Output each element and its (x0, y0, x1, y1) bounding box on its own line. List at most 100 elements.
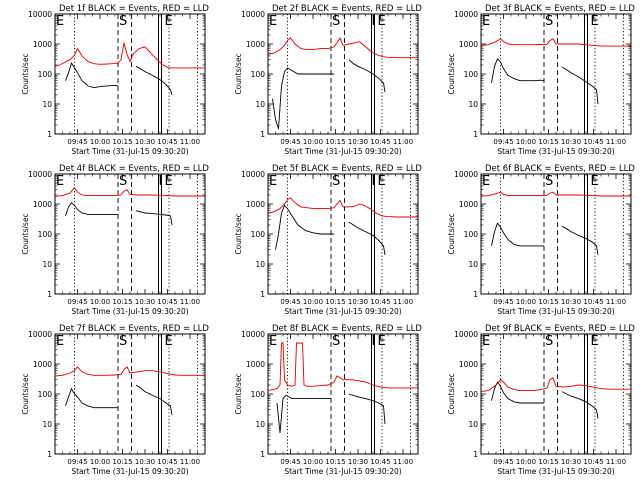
x-tick-label: 09:45 (493, 458, 513, 466)
panel-title: Det 7f BLACK = Events, RED = LLD (59, 324, 209, 334)
x-axis-label: Start Time (31-Jul-15 09:30:20) (71, 147, 188, 156)
y-tick-label: 10000 (454, 170, 478, 179)
y-tick-label: 10000 (28, 330, 52, 339)
x-tick-label: 09:45 (280, 138, 300, 146)
series-events-line (65, 202, 173, 226)
marker-label-s: S (545, 174, 553, 189)
axes-frame (480, 173, 632, 295)
series-events-line (491, 222, 599, 256)
series-lld-line (481, 191, 631, 197)
x-tick-label: 10:00 (516, 298, 536, 306)
marker-label-exit: E (165, 174, 173, 189)
panel-title: Det 8f BLACK = Events, RED = LLD (272, 324, 422, 334)
x-tick-label: 10:00 (90, 138, 110, 146)
series-lld-line (55, 366, 205, 377)
y-tick-label: 1 (473, 130, 478, 139)
y-tick-label: 1000 (459, 200, 478, 209)
marker-label-s: S (119, 174, 127, 189)
marker-label-entry: E (56, 334, 64, 349)
x-tick-label: 11:00 (393, 138, 413, 146)
x-tick-label: 10:15 (325, 298, 345, 306)
y-tick-label: 100 (38, 70, 53, 79)
x-tick-label: 11:00 (180, 138, 200, 146)
marker-label-entry: E (269, 14, 277, 29)
y-tick-label: 100 (251, 70, 266, 79)
x-tick-label: 11:00 (606, 298, 626, 306)
series-lld-line (55, 186, 205, 197)
x-tick-label: 11:00 (606, 138, 626, 146)
y-tick-label: 10000 (454, 10, 478, 19)
y-tick-label: 10000 (454, 330, 478, 339)
x-tick-label: 10:30 (561, 298, 581, 306)
marker-label-i: I (372, 174, 376, 189)
y-tick-label: 10000 (241, 170, 265, 179)
series-events-line (491, 381, 599, 419)
y-axis-label: Counts/sec (234, 373, 243, 414)
series-lld-line (268, 197, 418, 218)
y-tick-label: 100 (251, 230, 266, 239)
series-lld-line (481, 38, 631, 47)
y-axis-label: Counts/sec (447, 213, 456, 254)
x-tick-label: 09:45 (67, 298, 87, 306)
marker-label-entry: E (482, 174, 490, 189)
panel-det-6: Det 6f BLACK = Events, RED = LLD 1 10 100 10… (447, 164, 635, 316)
x-tick-label: 10:45 (583, 458, 603, 466)
y-axis-label: Counts/sec (21, 213, 30, 254)
marker-label-s: S (332, 174, 340, 189)
y-tick-label: 1000 (33, 360, 52, 369)
x-tick-label: 09:45 (493, 138, 513, 146)
x-tick-label: 10:15 (325, 458, 345, 466)
panel-title: Det 5f BLACK = Events, RED = LLD (272, 164, 422, 174)
panel-title: Det 6f BLACK = Events, RED = LLD (485, 164, 635, 174)
y-tick-label: 1 (473, 290, 478, 299)
panel-title: Det 1f BLACK = Events, RED = LLD (59, 4, 209, 14)
marker-label-entry: E (482, 14, 490, 29)
marker-label-i: E (591, 174, 599, 189)
x-tick-label: 10:00 (516, 458, 536, 466)
y-axis-label: Counts/sec (234, 213, 243, 254)
marker-label-exit: E (378, 174, 386, 189)
axes-frame (480, 13, 632, 135)
y-tick-label: 10 (255, 420, 265, 429)
x-tick-label: 10:45 (370, 298, 390, 306)
y-tick-label: 10 (42, 420, 52, 429)
y-tick-label: 100 (38, 230, 53, 239)
panel-title: Det 4f BLACK = Events, RED = LLD (59, 164, 209, 174)
x-tick-label: 11:00 (393, 298, 413, 306)
x-tick-label: 10:00 (303, 458, 323, 466)
y-tick-label: 10 (468, 260, 478, 269)
x-axis-label: Start Time (31-Jul-15 09:30:20) (284, 467, 401, 476)
marker-label-entry: E (269, 334, 277, 349)
panel-det-7: Det 7f BLACK = Events, RED = LLD 1 10 100 10… (21, 324, 209, 476)
marker-label-s: S (332, 14, 340, 29)
axes-frame (54, 13, 206, 135)
panel-title: Det 3f BLACK = Events, RED = LLD (485, 4, 635, 14)
x-tick-label: 10:30 (561, 458, 581, 466)
y-tick-label: 10 (468, 420, 478, 429)
x-tick-label: 10:30 (348, 298, 368, 306)
axes-frame (267, 13, 419, 135)
x-tick-label: 10:15 (325, 138, 345, 146)
marker-label-entry: E (269, 174, 277, 189)
series-events-line (65, 62, 173, 96)
marker-label-s: S (119, 334, 127, 349)
marker-label-i: E (165, 334, 173, 349)
y-tick-label: 1000 (33, 200, 52, 209)
panel-det-8: Det 8f BLACK = Events, RED = LLD 1 10 100 10… (234, 324, 422, 476)
x-tick-label: 10:00 (303, 138, 323, 146)
series-events-line (276, 393, 386, 434)
y-tick-label: 10 (255, 260, 265, 269)
y-tick-label: 10000 (241, 10, 265, 19)
x-axis-label: Start Time (31-Jul-15 09:30:20) (497, 147, 614, 156)
y-tick-label: 1000 (246, 360, 265, 369)
x-tick-label: 10:45 (370, 138, 390, 146)
panel-det-3: Det 3f BLACK = Events, RED = LLD 1 10 100 10… (447, 4, 635, 156)
y-tick-label: 1 (260, 290, 265, 299)
y-tick-label: 10000 (28, 170, 52, 179)
x-axis-label: Start Time (31-Jul-15 09:30:20) (284, 307, 401, 316)
y-tick-label: 1000 (246, 200, 265, 209)
y-axis-label: Counts/sec (21, 53, 30, 94)
x-tick-label: 10:30 (561, 138, 581, 146)
x-axis-label: Start Time (31-Jul-15 09:30:20) (497, 307, 614, 316)
